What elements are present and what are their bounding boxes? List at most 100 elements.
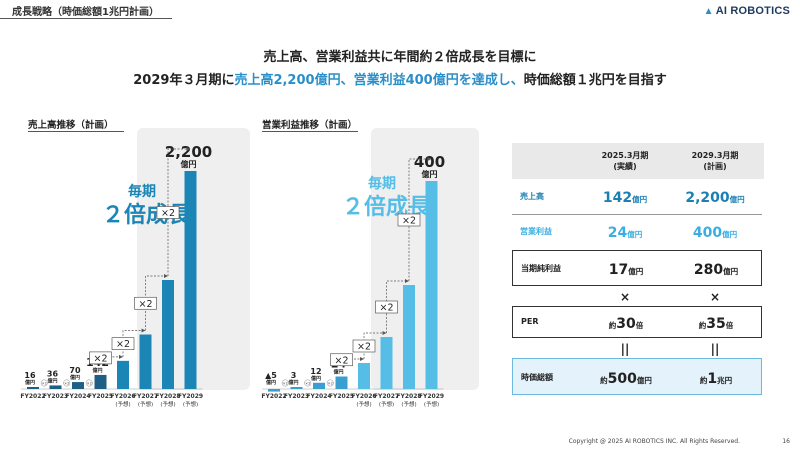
sales-chart-title: 売上高推移（計画） [28,120,114,131]
cell-unit: 億円 [723,267,739,276]
sales-growth-arrow-4 [167,148,189,276]
profit-bar-fy2025 [335,376,348,389]
profit-bar-fy2029 [425,181,438,389]
sales-tick-fy2025: FY2025 [88,393,113,400]
sales-data-unit-fy2029: 億円 [181,159,197,169]
cell-2025: 17億円 [581,259,671,278]
cell-2025: 約30倍 [581,313,671,332]
cell-prefix: 約 [608,321,617,330]
profit-small-multiplier-1 [281,379,289,387]
sales-tick-fy2028: FY2028 [155,393,180,400]
sales-tick-fy2023: FY2023 [43,393,68,400]
cell-prefix: 約 [698,321,707,330]
row-label: PER [521,317,539,326]
profit-tick-fy2022: FY2022 [261,393,286,400]
headline-prefix: 2029年３月期に [133,73,235,88]
cell-unit: 億円 [632,194,648,204]
cell-2029: × [670,286,760,305]
page-number: 16 [782,438,790,445]
sales-growth-arrowhead-3 [164,274,168,278]
profit-bar-fy2022 [268,389,280,392]
sales-data-label-fy2023: 36 [47,369,59,378]
sales-data-unit-fy2022: 億円 [25,379,35,386]
profit-multiplier-text-3: ×2 [379,303,393,314]
cell-unit: 倍 [635,321,644,330]
table-header-bg [512,143,764,179]
profit-bar-fy2028 [403,285,415,389]
profit-tick-fy2026: FY2026 [351,393,376,400]
profit-multiplier-box-4 [397,213,421,227]
sales-tick-fy2026: FY2026 [110,393,135,400]
cell-unit: 兆円 [717,375,733,385]
sales-bar-fy2023 [49,385,62,389]
col2-header: 2029.3月期 (計画) [670,150,760,172]
profit-small-multiplier-text-3: ×2 [328,382,333,386]
cell-unit: 億円 [729,194,745,204]
cell-2029: 2,200億円 [670,187,760,206]
cell-2025: 24億円 [580,222,670,241]
cell-value: 35 [706,316,726,332]
profit-chart-title: 営業利益推移（計画） [262,120,358,131]
profit-data-label-fy2022: ▲5 [265,371,277,380]
sales-multiplier-text-2: ×2 [116,339,130,350]
profit-tick-note-fy2026: (予想) [356,400,371,408]
sales-small-multiplier-text-1: ×2 [42,382,47,386]
profit-growth-arrowhead-2 [382,331,387,335]
profit-data-unit-fy2029: 億円 [422,169,438,179]
table-row: || || [512,338,762,358]
col1-header-period: 2025.3月期 [601,151,649,160]
company-logo: ▲ AI ROBOTICS [704,5,790,17]
cell-2029: 280億円 [671,259,761,278]
cell-value: 142 [602,189,633,206]
row-label: 時価総額 [521,372,553,382]
copyright-text: Copyright @ 2025 AI ROBOTICS INC. All Ri… [568,438,740,445]
profit-small-multiplier-text-2: ×2 [305,382,310,386]
row-label: 営業利益 [520,227,552,236]
table-row: PER 約30倍 約35倍 [512,306,762,338]
cell-unit: 億円 [636,375,652,385]
profit-small-multiplier-3 [326,379,334,387]
profit-tick-note-fy2027: (予想) [379,400,394,408]
cell-2029: 約35倍 [671,313,761,332]
sales-data-label-fy2029: 2,200 [165,143,212,161]
headline-line2: 2029年３月期に売上高2,200億円、営業利益400億円を達成し、時価総額１兆… [0,69,800,88]
cell-value: 17 [608,262,629,278]
cell-unit: 倍 [725,321,734,330]
col2-header-note: (計画) [703,162,727,171]
cell-2029: 400億円 [670,222,760,241]
comparison-table: 2025.3月期 (実績) 2029.3月期 (計画) 売上高 142億円 2,20… [512,143,764,395]
sales-data-label-fy2022: 16 [24,371,36,380]
sales-multiplier-box-2 [111,337,135,350]
sales-bar-fy2026 [117,360,129,389]
headline-line1: 売上高、営業利益共に年間約２倍成長を目標に [263,50,537,65]
cell-2029: || [670,338,760,357]
cell-2025: 約500億円 [581,368,671,387]
sales-chart-title-underline [28,131,124,132]
profit-tick-fy2028: FY2028 [396,393,421,400]
sales-tick-note-fy2026: (予想) [115,400,130,408]
profit-multiplier-text-1: ×2 [334,355,348,366]
cell-2029: 約1兆円 [671,368,761,387]
cell-value: × [619,290,631,304]
sales-bar-fy2025 [94,374,107,389]
profit-multiplier-text-4: ×2 [402,216,416,227]
sales-growth-arrowhead-4 [186,147,191,151]
logo-mark-icon: ▲ [703,6,714,17]
table-row: 時価総額 約500億円 約1兆円 [512,358,762,395]
profit-forecast-highlight-band [371,128,479,390]
profit-bar-fy2023 [290,387,303,389]
sales-data-label-fy2024: 70 [69,366,81,375]
sales-multiplier-text-4: ×2 [161,208,175,219]
cell-value: || [620,342,630,356]
profit-tick-note-fy2028: (予想) [401,400,416,408]
sales-bar-fy2028 [162,280,174,389]
sales-bar-fy2024 [72,382,84,389]
cell-2025: || [580,338,670,357]
sales-multiplier-text-1: ×2 [93,353,107,364]
table-row: 当期純利益 17億円 280億円 [512,250,762,286]
col1-header: 2025.3月期 (実績) [580,150,670,172]
profit-tick-fy2027: FY2027 [374,393,399,400]
sales-small-multiplier-1 [40,379,48,387]
profit-data-label-fy2023: 3 [291,371,297,380]
